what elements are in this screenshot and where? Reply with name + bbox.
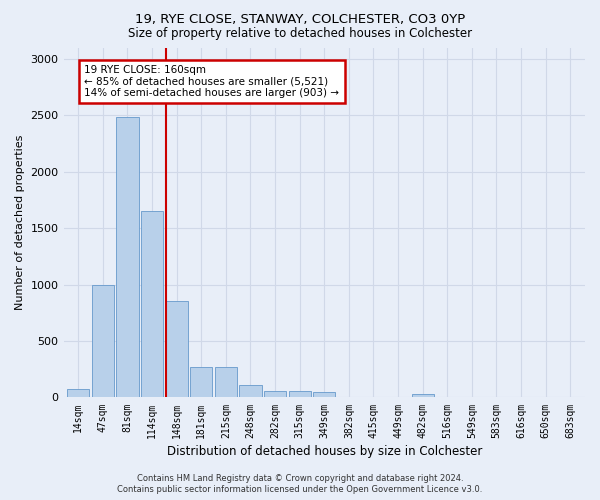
- Bar: [313, 392, 335, 398]
- Bar: [239, 386, 262, 398]
- Text: Contains HM Land Registry data © Crown copyright and database right 2024.
Contai: Contains HM Land Registry data © Crown c…: [118, 474, 482, 494]
- Bar: [141, 211, 163, 398]
- Bar: [215, 367, 237, 398]
- Bar: [92, 284, 114, 398]
- Text: 19, RYE CLOSE, STANWAY, COLCHESTER, CO3 0YP: 19, RYE CLOSE, STANWAY, COLCHESTER, CO3 …: [135, 12, 465, 26]
- Bar: [190, 367, 212, 398]
- Text: Size of property relative to detached houses in Colchester: Size of property relative to detached ho…: [128, 28, 472, 40]
- Bar: [116, 118, 139, 398]
- Bar: [166, 302, 188, 398]
- Bar: [412, 394, 434, 398]
- X-axis label: Distribution of detached houses by size in Colchester: Distribution of detached houses by size …: [167, 444, 482, 458]
- Y-axis label: Number of detached properties: Number of detached properties: [15, 135, 25, 310]
- Bar: [67, 389, 89, 398]
- Text: 19 RYE CLOSE: 160sqm
← 85% of detached houses are smaller (5,521)
14% of semi-de: 19 RYE CLOSE: 160sqm ← 85% of detached h…: [85, 65, 340, 98]
- Bar: [289, 391, 311, 398]
- Bar: [264, 391, 286, 398]
